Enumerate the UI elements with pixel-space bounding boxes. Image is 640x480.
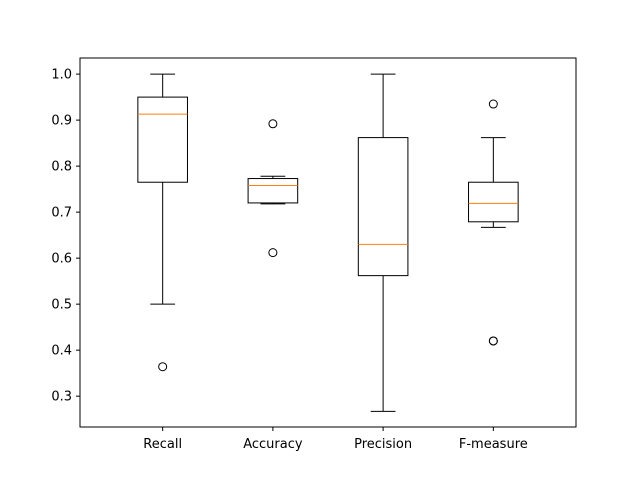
x-tick-label: Precision <box>354 437 412 452</box>
x-tick-label: Accuracy <box>243 437 303 452</box>
outlier-point <box>268 248 278 258</box>
box-plot-marks <box>137 73 519 412</box>
box-precision <box>357 73 409 412</box>
outlier-point <box>488 336 498 346</box>
x-tick-label: F-measure <box>459 437 528 452</box>
y-tick-label: 1.0 <box>51 68 72 83</box>
box-f-measure <box>468 99 519 346</box>
iqr-box <box>137 96 188 183</box>
y-tick-label: 0.3 <box>51 390 72 405</box>
x-axis: Recall Accuracy Precision F-measure <box>143 427 528 452</box>
x-tick-label: Recall <box>143 437 182 452</box>
y-tick-label: 0.6 <box>51 252 72 267</box>
y-tick-label: 0.9 <box>51 114 72 129</box>
outlier-point <box>268 119 278 129</box>
y-tick-label: 0.5 <box>51 298 72 313</box>
y-tick-label: 0.8 <box>51 160 72 175</box>
plot-frame <box>79 57 577 428</box>
plot-area <box>80 58 576 427</box>
iqr-box <box>468 181 519 223</box>
box-recall <box>137 73 188 372</box>
iqr-box <box>247 178 299 204</box>
outlier-point <box>158 362 168 372</box>
y-tick-label: 0.7 <box>51 206 72 221</box>
y-axis: 0.3 0.4 0.5 0.6 0.7 0.8 0.9 1.0 <box>51 68 80 405</box>
iqr-box <box>357 137 409 277</box>
y-tick-label: 0.4 <box>51 344 72 359</box>
outlier-point <box>488 99 498 109</box>
box-accuracy <box>247 119 299 258</box>
